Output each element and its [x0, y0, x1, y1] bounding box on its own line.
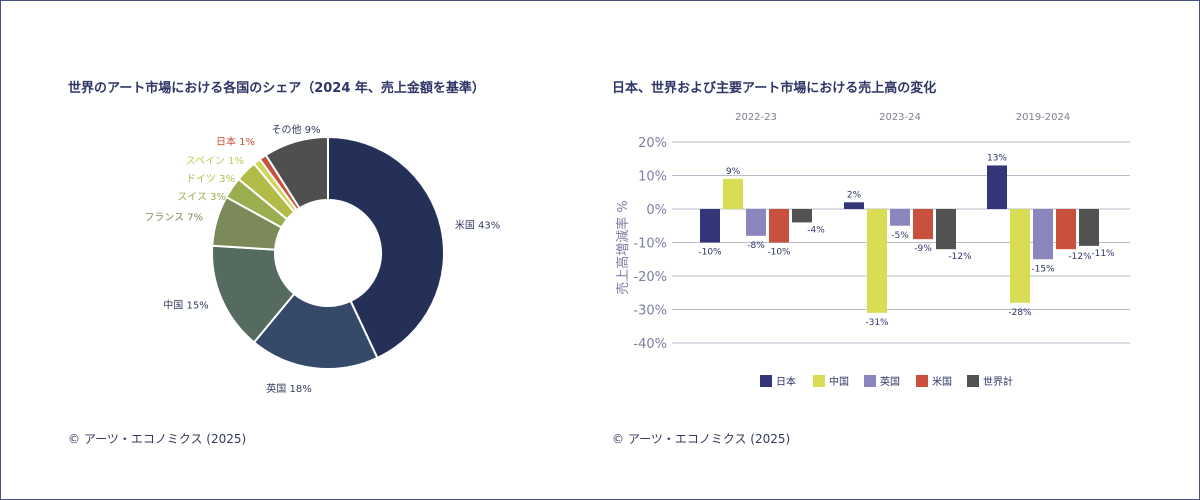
legend-swatch-3	[916, 375, 928, 387]
pie-label-1: 英国 18%	[266, 382, 311, 395]
bar-0-0	[700, 209, 720, 243]
bar-label-2-2: -15%	[1031, 264, 1055, 274]
y-axis-label: 売上高増減率 %	[615, 200, 631, 295]
pie-label-5: ドイツ 3%	[186, 174, 235, 185]
pie-label-6: スペイン 1%	[186, 156, 244, 167]
y-tick-label-4: -20%	[633, 270, 667, 285]
bar-2-0	[746, 209, 766, 236]
pie-label-8: その他 9%	[271, 123, 320, 136]
bar-4-1	[936, 209, 956, 250]
pie-label-2: 中国 15%	[163, 299, 208, 312]
bar-3-2	[1056, 209, 1076, 250]
bar-label-1-2: -28%	[1008, 308, 1032, 318]
bar-4-2	[1079, 209, 1099, 246]
category-label-0: 2022-23	[735, 112, 777, 123]
y-tick-label-1: 10%	[638, 170, 667, 185]
legend-label-4: 世界計	[983, 375, 1013, 388]
bar-label-3-2: -12%	[1068, 252, 1092, 262]
bar-label-3-0: -10%	[767, 248, 791, 258]
bar-2-1	[890, 209, 910, 226]
pie-label-3: フランス 7%	[144, 212, 203, 224]
legend-label-1: 中国	[829, 375, 849, 388]
pie-label-0: 米国 43%	[455, 219, 500, 232]
y-tick-label-2: 0%	[646, 203, 667, 218]
y-tick-label-0: 20%	[638, 136, 667, 151]
bar-label-4-1: -12%	[948, 252, 972, 262]
bar-source: © アーツ・エコノミクス (2025)	[612, 432, 791, 446]
bar-label-3-1: -9%	[914, 244, 932, 254]
bar-label-2-1: -5%	[891, 231, 909, 241]
pie-slice-8	[264, 135, 329, 210]
bar-label-1-0: 9%	[726, 167, 741, 177]
legend-swatch-4	[967, 375, 979, 387]
bar-label-0-2: 13%	[987, 153, 1007, 163]
pie-label-4: スイス 3%	[177, 192, 226, 203]
y-tick-label-3: -10%	[633, 237, 667, 252]
bar-4-0	[792, 209, 812, 223]
bar-label-2-0: -8%	[747, 241, 765, 251]
bar-label-0-0: -10%	[698, 248, 722, 258]
category-label-1: 2023-24	[879, 112, 921, 123]
pie-slice-1	[252, 292, 379, 370]
bar-3-0	[769, 209, 789, 243]
legend-label-2: 英国	[880, 375, 900, 388]
pie-label-7: 日本 1%	[216, 135, 255, 148]
y-tick-label-5: -30%	[633, 304, 667, 319]
pie-source: © アーツ・エコノミクス (2025)	[68, 432, 247, 446]
bar-1-1	[867, 209, 887, 313]
bar-label-4-2: -11%	[1091, 249, 1115, 259]
bar-2-2	[1033, 209, 1053, 260]
bar-0-2	[987, 165, 1007, 209]
legend-label-0: 日本	[776, 375, 796, 388]
pie-slice-0	[327, 135, 445, 360]
legend-swatch-2	[864, 375, 876, 387]
category-label-2: 2019-2024	[1016, 112, 1071, 123]
legend-swatch-1	[813, 375, 825, 387]
legend-swatch-0	[760, 375, 772, 387]
bar-1-0	[723, 178, 743, 209]
bar-label-4-0: -4%	[807, 225, 825, 235]
y-tick-label-6: -40%	[633, 337, 667, 352]
bar-label-1-1: -31%	[865, 318, 889, 328]
bar-1-2	[1010, 209, 1030, 303]
bar-3-1	[913, 209, 933, 240]
pie-chart-title: 世界のアート市場における各国のシェア（2024 年、売上金額を基準）	[68, 81, 485, 96]
bar-label-0-1: 2%	[847, 190, 862, 200]
bar-0-1	[844, 202, 864, 209]
legend-label-3: 米国	[932, 375, 952, 388]
bar-chart-title: 日本、世界および主要アート市場における売上高の変化	[612, 81, 937, 96]
